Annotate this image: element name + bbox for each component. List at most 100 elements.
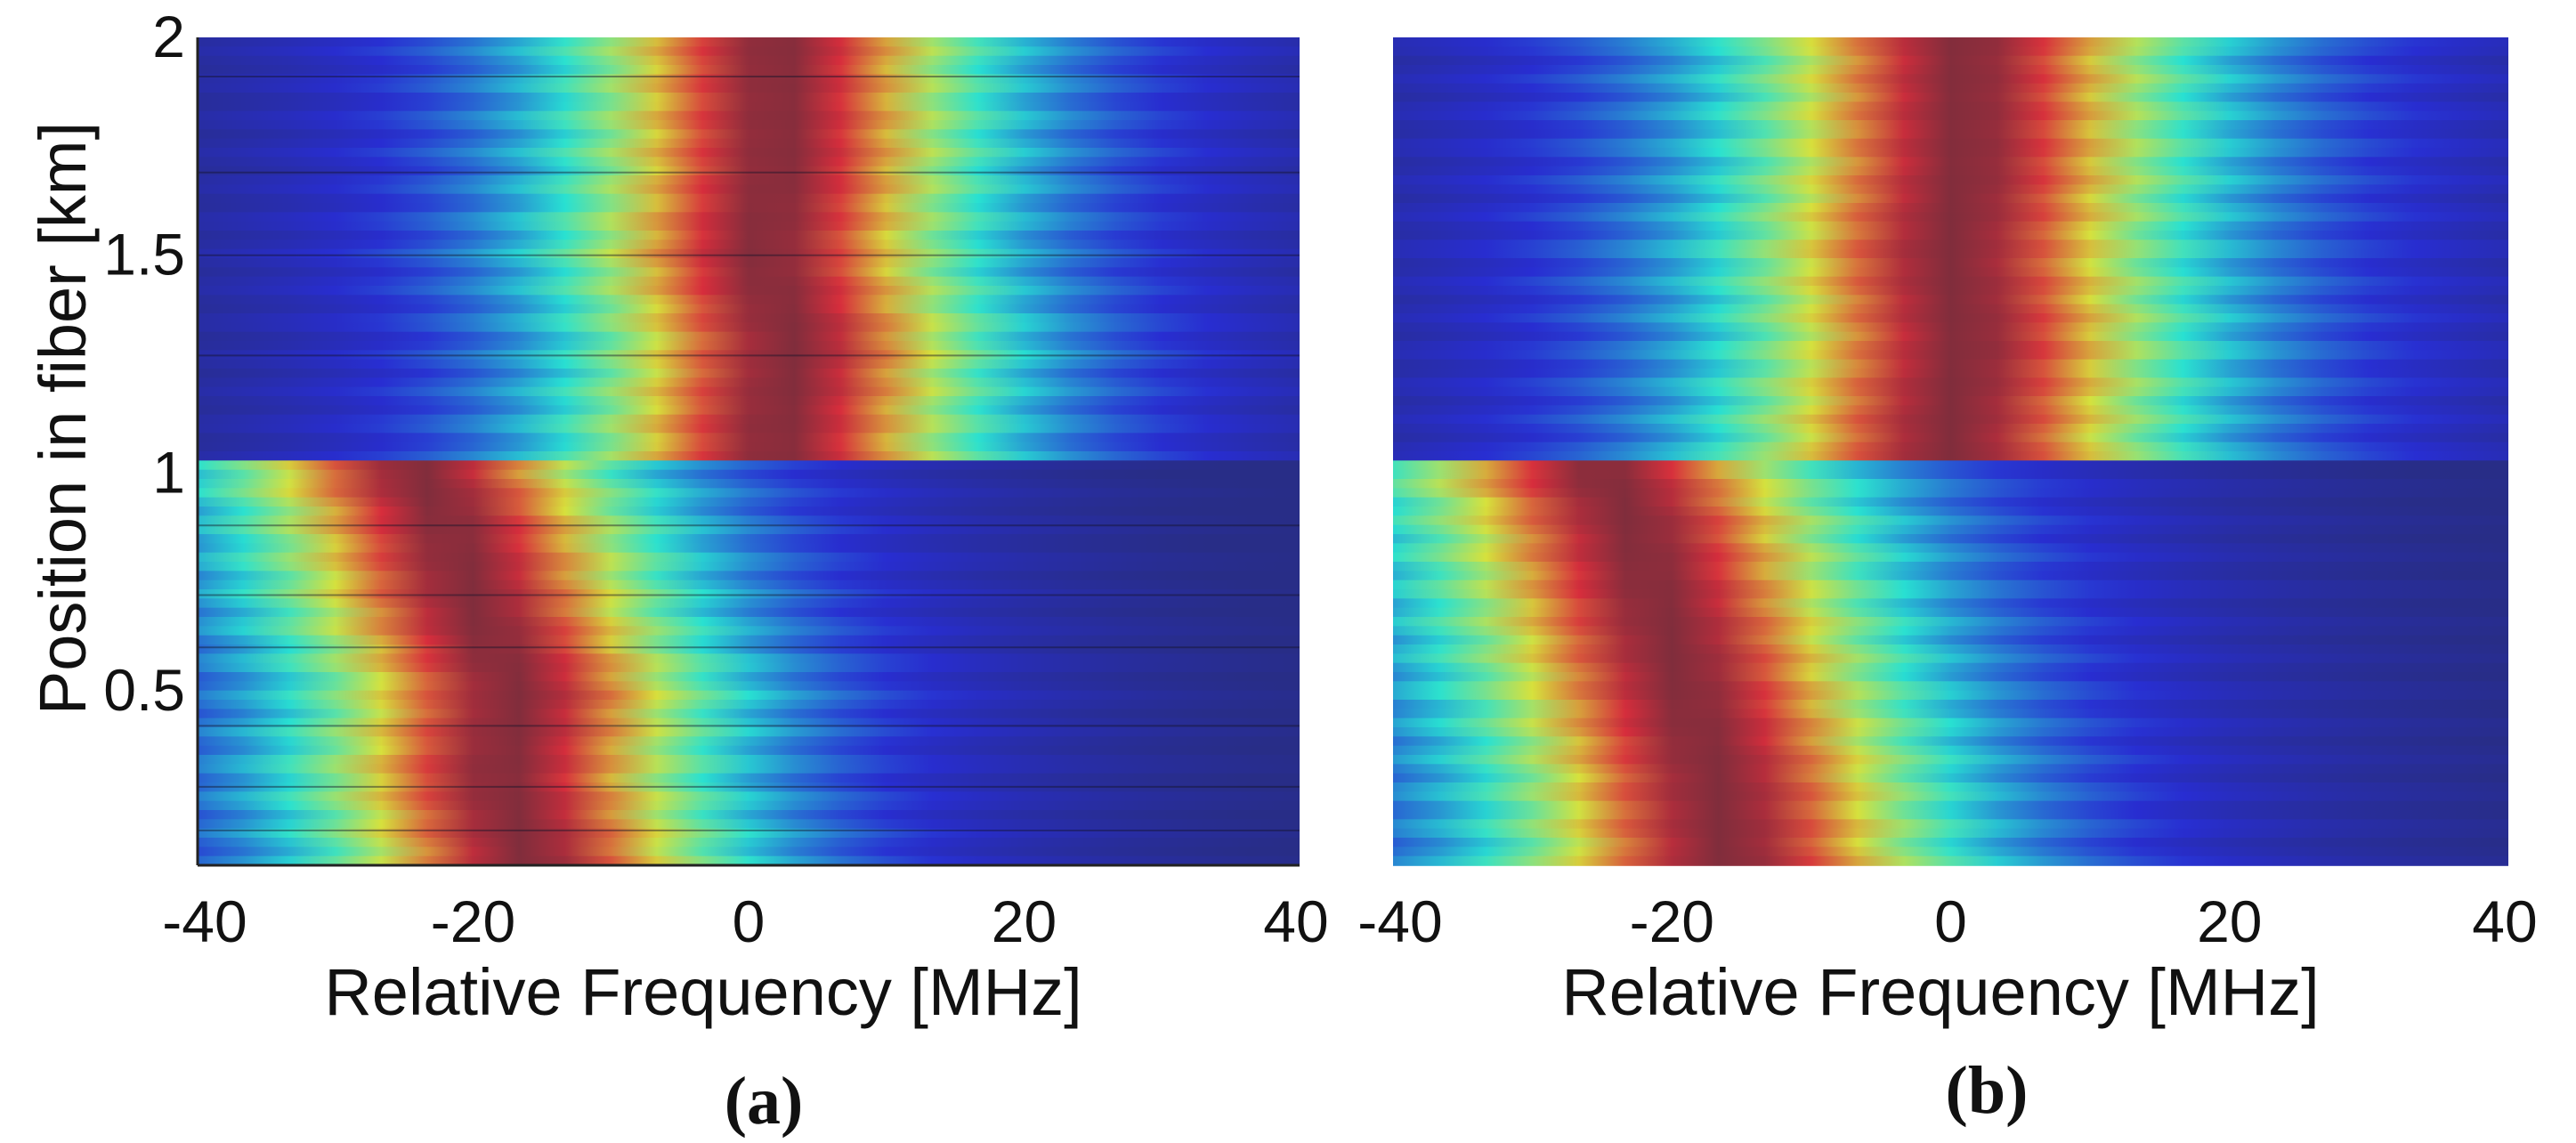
x-axis-title-b: Relative Frequency [MHz] [1561,955,2319,1029]
heatmap-row [1393,83,2508,93]
heatmap-row [198,221,1300,231]
heatmap-row [1393,810,2508,821]
heatmap-row [1393,562,2508,572]
heatmap-row [1393,369,2508,379]
heatmap-row [1393,322,2508,333]
heatmap-row [198,231,1300,241]
heatmap-row [198,524,1300,535]
y-tick-label: 2 [152,4,185,69]
heatmap-row [1393,55,2508,66]
heatmap-row [1393,479,2508,490]
heatmap-row [1393,433,2508,443]
heatmap-row [1393,543,2508,554]
panel-b: -40 -20 0 20 40 Relative Frequency [MHz] (b) [1357,37,2538,1128]
heatmap-row [1393,717,2508,728]
heatmap-row [1393,690,2508,701]
heatmap-row [198,838,1300,848]
heatmap-row [198,717,1300,728]
heatmap-row [1393,571,2508,581]
heatmap-row [1393,662,2508,673]
heatmap-row [198,110,1300,121]
heatmap-row [1393,386,2508,397]
heatmap-row [198,755,1300,766]
heatmap-row [198,304,1300,314]
heatmap-row [1393,700,2508,710]
heatmap-row [198,65,1300,76]
heatmap-row [1393,764,2508,774]
heatmap-row [1393,745,2508,756]
x-tick-label: 40 [1263,888,1328,954]
heatmap-row [1393,295,2508,305]
heatmap-row [1393,681,2508,692]
x-tick-label: 0 [1934,888,1967,954]
heatmap-row [1393,93,2508,103]
heatmap-row [198,424,1300,434]
heatmap-row [198,331,1300,342]
heatmap-row [198,700,1300,710]
heatmap-row [198,239,1300,250]
heatmap-row [1393,414,2508,425]
heatmap-row [1393,258,2508,269]
heatmap-row [1393,148,2508,158]
heatmap-row [1393,396,2508,407]
heatmap-row [198,46,1300,57]
panel-a: -40 -20 0 20 40 0.5 1 1.5 2 Relative Frequency … [26,4,1329,1139]
panel-label-a: (a) [725,1064,804,1139]
heatmap-row [1393,800,2508,811]
heatmap-row [1393,341,2508,352]
heatmap-row [1393,424,2508,434]
heatmap-row [198,157,1300,167]
heatmap-row [1393,552,2508,563]
heatmap-row [1393,736,2508,747]
heatmap-row [198,507,1300,517]
heatmap-row [198,800,1300,811]
heatmap-row [198,276,1300,287]
heatmap-row [1393,598,2508,609]
heatmap-row [1393,313,2508,324]
heatmap-row [1393,727,2508,738]
heatmap-row [198,672,1300,683]
heatmap-row [1393,607,2508,618]
heatmap-row [198,626,1300,636]
heatmap-row [198,74,1300,85]
heatmap-row [1393,460,2508,471]
heatmap-row [1393,239,2508,250]
heatmap-row [198,212,1300,223]
heatmap-row [1393,101,2508,112]
heatmap-row [198,479,1300,490]
heatmap-row [198,552,1300,563]
heatmap-row [1393,635,2508,645]
heatmap-row [198,138,1300,149]
heatmap-row [1393,755,2508,766]
heatmap-row [198,101,1300,112]
x-tick-label: -20 [1630,888,1714,954]
heatmap-row [198,598,1300,609]
heatmap-row [198,810,1300,821]
heatmap-row [1393,221,2508,231]
heatmap-row [198,736,1300,747]
x-tick-label: 20 [992,888,1057,954]
y-tick-label: 1.5 [103,222,185,288]
heatmap-a [198,37,1300,866]
heatmap-row [1393,488,2508,499]
heatmap-row [1393,855,2508,866]
heatmap-row [1393,286,2508,296]
heatmap-row [1393,828,2508,839]
heatmap-row [198,203,1300,214]
x-ticks-a: -40 -20 0 20 40 [162,888,1328,954]
heatmap-row [198,55,1300,66]
heatmap-row [1393,74,2508,85]
heatmap-row [198,129,1300,140]
heatmap-row [1393,267,2508,278]
heatmap-row [1393,138,2508,149]
y-tick-label: 0.5 [103,657,185,723]
heatmap-row [198,433,1300,443]
heatmap-row [1393,626,2508,636]
heatmap-row [1393,276,2508,287]
heatmap-row [198,709,1300,719]
heatmap-row [1393,129,2508,140]
heatmap-row [1393,350,2508,361]
x-tick-label: 0 [733,888,766,954]
heatmap-row [1393,589,2508,600]
